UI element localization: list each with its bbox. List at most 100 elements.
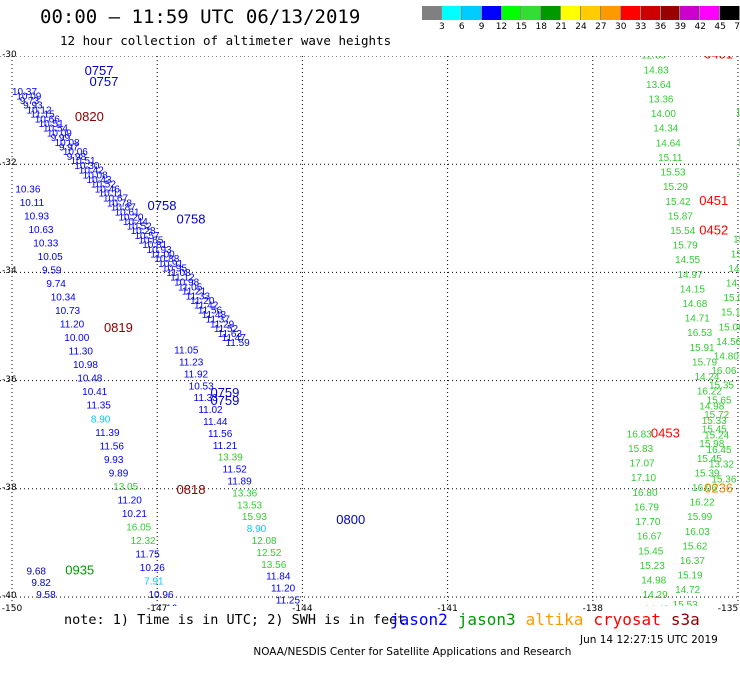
wave-height-label: 13.36 [648, 95, 673, 106]
wave-height-label: 10.11 [20, 198, 45, 209]
wave-height-label: 16.22 [697, 387, 722, 398]
wave-height-label: 10.12 [27, 105, 52, 116]
wave-height-label: 10.37 [12, 87, 37, 98]
scale-label: 70 [734, 22, 740, 32]
scale-swatch [581, 6, 601, 20]
wave-height-label: 9.73 [20, 96, 40, 107]
wave-height-label: 15.98 [699, 439, 724, 450]
wave-height-label: 11.52 [214, 324, 239, 335]
wave-height-label: 15.33 [702, 416, 727, 427]
wave-height-label: 14.71 [685, 314, 710, 325]
wave-height-label: 15.83 [628, 444, 653, 455]
scale-swatch [461, 6, 482, 20]
wave-height-label: 11.25 [276, 595, 301, 606]
wave-height-label: 15.06 [719, 322, 740, 333]
wave-height-label: 14.84 [738, 167, 740, 178]
wave-height-label: 11.12 [170, 273, 195, 284]
scale-label: 15 [515, 22, 528, 32]
wave-height-label: 10.93 [147, 245, 172, 256]
scale-label: 9 [478, 22, 485, 32]
scale-label: 12 [495, 22, 508, 32]
wave-height-label: 11.08 [166, 268, 191, 279]
wave-height-label: 10.78 [107, 198, 132, 209]
wave-height-label: 10.98 [73, 360, 98, 371]
wave-height-label: 10.46 [95, 184, 120, 195]
note-text: note: 1) Time is in UTC; 2) SWH is in fe… [64, 612, 406, 628]
y-tick-label: -30 [2, 50, 17, 60]
scale-swatch [541, 6, 562, 20]
wave-height-label: 15.42 [665, 197, 690, 208]
wave-height-label: 14.64 [656, 138, 681, 149]
wave-height-label: 10.61 [115, 208, 140, 219]
scale-label: 39 [674, 22, 687, 32]
x-tick-label: -138 [582, 604, 604, 614]
wave-height-label: 10.98 [174, 277, 199, 288]
wave-height-label: 15.29 [663, 182, 688, 193]
wave-height-label: 14.34 [653, 124, 678, 135]
wave-height-label: 13.53 [237, 500, 262, 511]
wave-height-label: 11.92 [184, 369, 209, 380]
wave-height-label: 14.68 [682, 299, 707, 310]
wave-height-label: 10.09 [47, 129, 72, 140]
scale-label: 18 [535, 22, 547, 32]
scale-swatch [640, 6, 661, 20]
wave-height-label: 15.23 [640, 561, 665, 572]
wave-height-label: 10.05 [38, 252, 63, 263]
wave-height-label: 11.33 [194, 393, 219, 404]
wave-height-label: 10.11 [99, 189, 124, 200]
wave-height-label: 15.72 [704, 410, 729, 421]
scale-label: 30 [615, 22, 627, 32]
wave-height-label: 11.33 [186, 291, 211, 302]
wave-height-label: 8.90 [91, 414, 111, 425]
wave-height-label: 11.29 [210, 320, 235, 331]
wave-height-label: 11.37 [206, 315, 231, 326]
wave-height-label: 10.66 [35, 115, 60, 126]
wave-height-label: 11.63 [218, 329, 243, 340]
wave-height-label: 14.97 [678, 270, 703, 281]
scale-swatch [680, 6, 701, 20]
wave-height-label: 15.19 [678, 571, 703, 582]
wave-height-label: 16.80 [632, 488, 657, 499]
satellite-legend-item: cryosat [593, 610, 661, 629]
wave-height-label: 16.05 [126, 522, 151, 533]
wave-height-label: 10.08 [83, 170, 108, 181]
scale-swatch [521, 6, 542, 20]
wave-height-label: 16.03 [685, 527, 710, 538]
wave-height-label: 14.00 [651, 109, 676, 120]
scale-swatch [481, 6, 502, 20]
wave-height-label: 10.36 [15, 184, 40, 195]
wave-height-label: 10.96 [148, 590, 173, 601]
wave-height-label: 14.98 [641, 575, 666, 586]
wave-height-label: 10.00 [64, 333, 89, 344]
wave-height-label: 14.98 [699, 401, 724, 412]
wave-height-label: 15.36 [711, 474, 736, 485]
wave-height-label: 10.81 [142, 240, 167, 251]
wave-height-label: 10.06 [63, 147, 88, 158]
pass-time-label: 0759 [210, 393, 239, 408]
wave-height-label: 11.23 [179, 357, 204, 368]
y-tick-label: -40 [2, 591, 17, 601]
wave-height-label: 11.20 [60, 320, 85, 331]
wave-height-label: 12.98 [736, 108, 740, 119]
scale-label: 33 [634, 22, 647, 32]
wave-height-label: 10.95 [162, 263, 187, 274]
wave-height-label: 16.53 [687, 328, 712, 339]
wave-height-label: 15.79 [673, 241, 698, 252]
pass-time-label: 0800 [336, 512, 365, 527]
wave-height-label: 10.51 [71, 156, 96, 167]
scale-label: 3 [439, 22, 445, 32]
footer-credit: NOAA/NESDIS Center for Satellite Applica… [253, 646, 572, 658]
wave-height-label: 8.90 [247, 524, 267, 535]
wave-height-label: 10.93 [24, 211, 49, 222]
scale-label: 24 [575, 22, 587, 32]
wave-height-label: 11.16 [153, 604, 178, 606]
wave-height-label: 11.05 [174, 346, 199, 357]
wave-height-label: 10.52 [127, 222, 152, 233]
wave-height-label: 10.42 [79, 165, 104, 176]
plot-area: 10.37 10.09 9.73 9.93 10.12 11.15 10.66 10.51 10… [0, 56, 740, 606]
wave-height-label: 15.99 [687, 512, 712, 523]
pass-time-label: 0820 [75, 109, 104, 124]
x-tick-label: -150 [1, 604, 23, 614]
wave-height-label: 11.59 [225, 338, 250, 349]
wave-height-label: 15.79 [692, 357, 717, 368]
